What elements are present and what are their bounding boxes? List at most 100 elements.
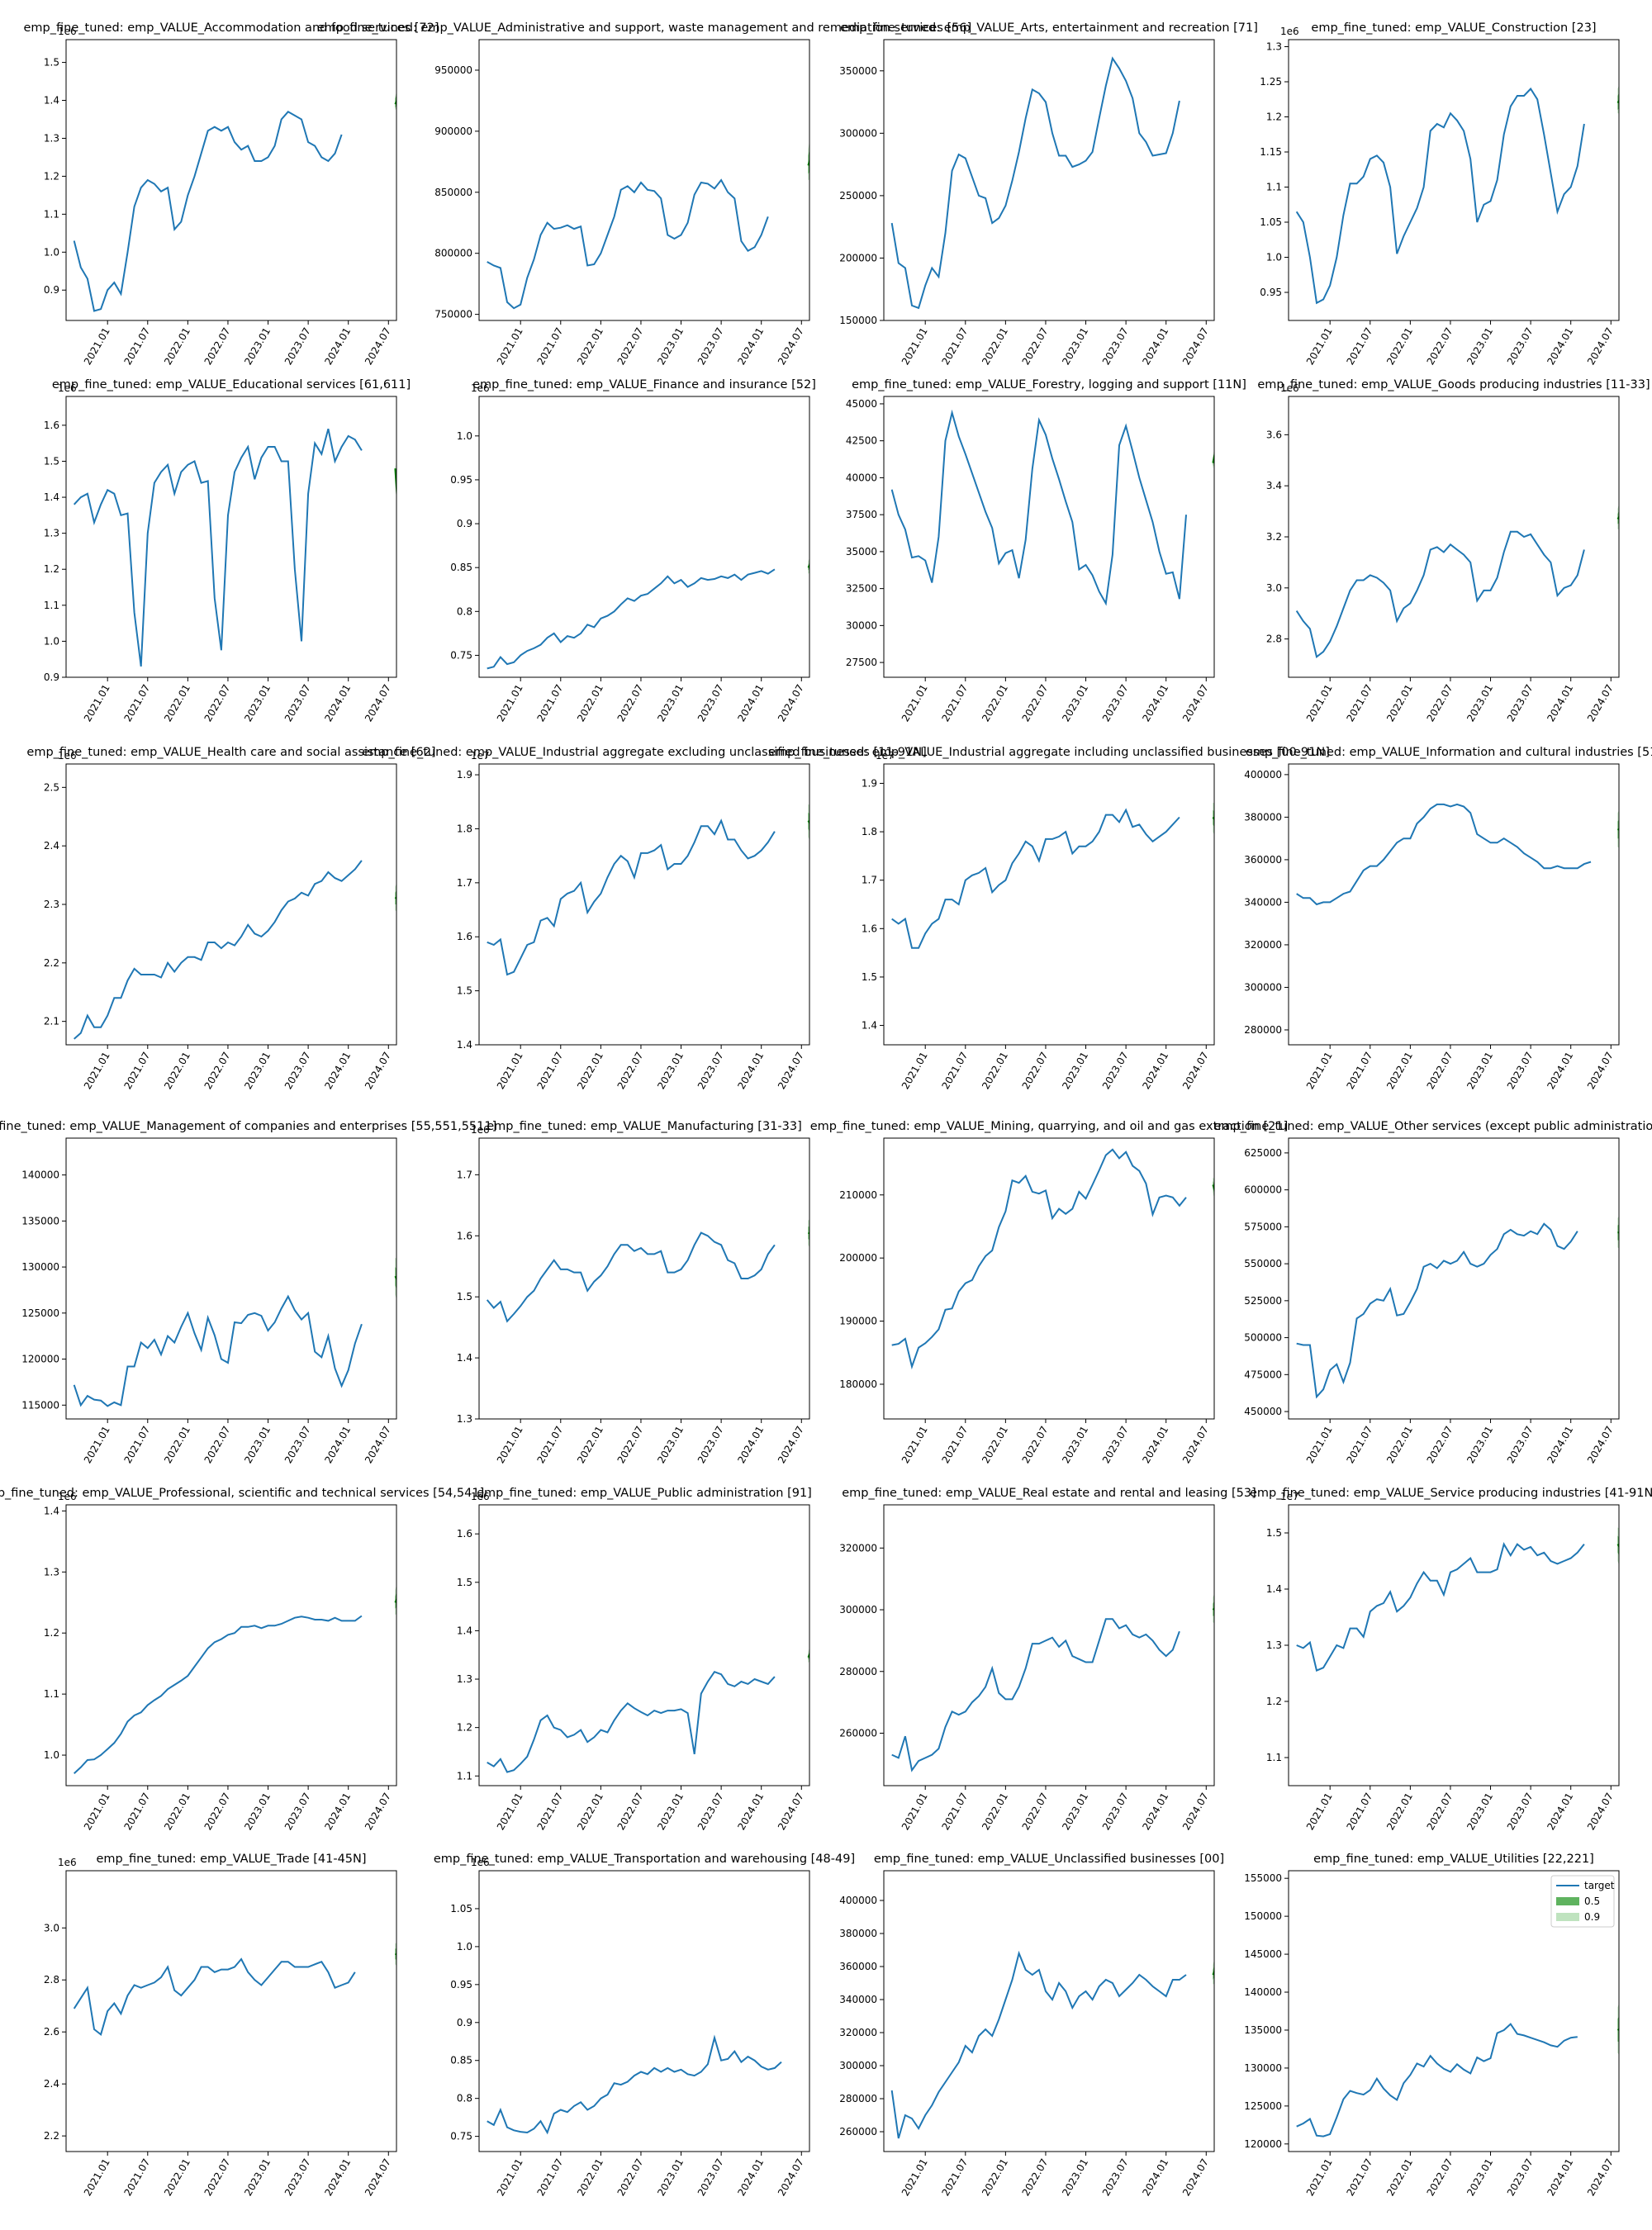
- subplot: 2021.01 2021.07 2022.01 2022.07 2023.01 2023.…: [434, 1853, 855, 2198]
- x-tick-label: 2023.07: [1100, 1050, 1131, 1091]
- legend-label: 0.9: [1584, 1911, 1600, 1923]
- axes-frame: [65, 396, 397, 678]
- plot-area: [1295, 504, 1619, 659]
- x-tick-label: 2021.01: [900, 682, 930, 724]
- y-tick-label: 2.8: [44, 1974, 59, 1986]
- x-tick-label: 2024.01: [735, 2156, 766, 2198]
- target-line: [487, 178, 769, 310]
- x-tick-label: 2021.01: [82, 1424, 112, 1465]
- y-tick-label: 1.3: [44, 1566, 59, 1578]
- x-tick-label: 2023.01: [242, 2156, 273, 2198]
- x-tick-label: 2024.07: [776, 2156, 806, 2198]
- x-tick-label: 2024.07: [1180, 1791, 1211, 1832]
- y-tick-label: 1.2: [1266, 1696, 1282, 1707]
- target-line: [891, 808, 1180, 949]
- x-tick-label: 2024.01: [735, 682, 766, 724]
- x-tick-label: 2024.01: [322, 1424, 353, 1465]
- y-tick-label: 0.85: [450, 562, 472, 573]
- y-tick-label: 340000: [839, 1994, 877, 2005]
- x-tick-label: 2024.07: [776, 682, 806, 724]
- x-tick-label: 2021.07: [1344, 1424, 1374, 1465]
- y-offset-label: 1e7: [1280, 1491, 1299, 1502]
- x-tick-label: 2024.07: [363, 325, 393, 367]
- x-tick-label: 2021.07: [939, 325, 970, 367]
- x-tick-label: 2022.01: [980, 2156, 1010, 2198]
- plot-area: [891, 1593, 1214, 1772]
- y-tick-label: 3.4: [1266, 480, 1282, 491]
- y-tick-label: 200000: [839, 1252, 877, 1264]
- x-tick-label: 2023.07: [1505, 2156, 1536, 2198]
- y-offset-label: 1e6: [58, 382, 77, 394]
- x-tick-label: 2023.01: [242, 682, 273, 724]
- y-offset-label: 1e6: [58, 1857, 77, 1868]
- band-0.9: [395, 1943, 396, 1967]
- subplot: 2021.01 2021.07 2022.01 2022.07 2023.01 2023.…: [1260, 21, 1620, 367]
- x-tick-label: 2024.07: [363, 2156, 393, 2198]
- x-tick-label: 2024.01: [1140, 1791, 1170, 1832]
- x-tick-label: 2023.07: [695, 682, 726, 724]
- y-tick-label: 500000: [1244, 1332, 1282, 1344]
- axes-frame: [883, 1870, 1215, 2152]
- x-tick-label: 2024.01: [1545, 2156, 1575, 2198]
- plot-area: [1296, 2004, 1619, 2137]
- x-tick-label: 2021.01: [900, 1791, 930, 1832]
- x-tick-label: 2023.01: [242, 1424, 273, 1465]
- subplot: 2021.01 2021.07 2022.01 2022.07 2023.01 2023.…: [846, 378, 1246, 724]
- target-line: [890, 56, 1180, 310]
- subplot: 2021.01 2021.07 2022.01 2022.07 2023.01 2023.…: [1257, 378, 1650, 724]
- subplot-title: emp_fine_tuned: emp_VALUE_Professional, …: [0, 1487, 484, 1500]
- y-tick-label: 27500: [846, 657, 877, 668]
- y-tick-label: 1.0: [457, 430, 472, 442]
- x-tick-label: 2023.01: [242, 1791, 273, 1832]
- x-tick-label: 2023.01: [242, 325, 273, 367]
- subplot-title: emp_fine_tuned: emp_VALUE_Mining, quarry…: [810, 1120, 1288, 1133]
- x-tick-label: 2021.01: [495, 2156, 525, 2198]
- y-tick-label: 1.2: [44, 1627, 59, 1639]
- legend-swatch-band: [1556, 1897, 1579, 1905]
- y-tick-label: 1.4: [457, 1039, 472, 1051]
- y-tick-label: 140000: [1244, 1986, 1282, 1998]
- legend-swatch-band: [1556, 1913, 1579, 1921]
- subplot: 2021.01 2021.07 2022.01 2022.07 2023.01 2023.…: [839, 21, 1258, 367]
- x-tick-label: 2024.01: [1140, 325, 1170, 367]
- band-0.9: [808, 140, 809, 180]
- subplot: 2021.01 2021.07 2022.01 2022.07 2023.01 2023.…: [450, 378, 816, 724]
- y-tick-label: 380000: [839, 1928, 877, 1939]
- x-tick-label: 2023.07: [1100, 682, 1131, 724]
- y-tick-label: 0.9: [44, 671, 59, 683]
- band-0.5: [1213, 1966, 1214, 1980]
- y-tick-label: 300000: [839, 1604, 877, 1616]
- x-tick-label: 2024.07: [776, 325, 806, 367]
- y-tick-label: 380000: [1244, 811, 1282, 823]
- band-0.9: [808, 804, 809, 841]
- median-forecast-line: [1616, 2028, 1619, 2031]
- x-tick-label: 2022.07: [1425, 682, 1455, 724]
- y-tick-label: 145000: [1244, 1948, 1282, 1960]
- y-tick-label: 2.6: [44, 2026, 59, 2038]
- y-tick-label: 155000: [1244, 1872, 1282, 1884]
- y-tick-label: 120000: [21, 1354, 59, 1365]
- y-tick-label: 140000: [21, 1170, 59, 1181]
- x-tick-label: 2023.01: [1464, 1791, 1495, 1832]
- y-offset-label: 1e6: [471, 1857, 490, 1868]
- target-line: [486, 1231, 776, 1323]
- x-tick-label: 2024.01: [322, 2156, 353, 2198]
- x-tick-label: 2024.07: [776, 1050, 806, 1091]
- band-0.9: [1213, 1960, 1214, 1985]
- y-tick-label: 1.5: [862, 971, 877, 983]
- y-tick-label: 1.3: [1266, 41, 1282, 53]
- band-0.5: [1617, 1224, 1619, 1241]
- subplot-title: emp_fine_tuned: emp_VALUE_Real estate an…: [842, 1487, 1256, 1500]
- y-tick-label: 1.1: [1266, 1752, 1282, 1763]
- x-tick-label: 2021.01: [1304, 1050, 1335, 1091]
- y-tick-label: 0.8: [457, 605, 472, 617]
- target-line: [73, 1957, 356, 2036]
- x-tick-label: 2023.07: [1100, 325, 1131, 367]
- subplot: 2021.01 2021.07 2022.01 2022.07 2023.01 2023.…: [839, 1487, 1256, 1832]
- y-tick-label: 2.2: [44, 957, 59, 969]
- y-tick-label: 37500: [846, 509, 877, 520]
- y-offset-label: 1e6: [1280, 382, 1299, 394]
- y-tick-label: 1.4: [44, 491, 59, 503]
- x-tick-label: 2024.07: [776, 1791, 806, 1832]
